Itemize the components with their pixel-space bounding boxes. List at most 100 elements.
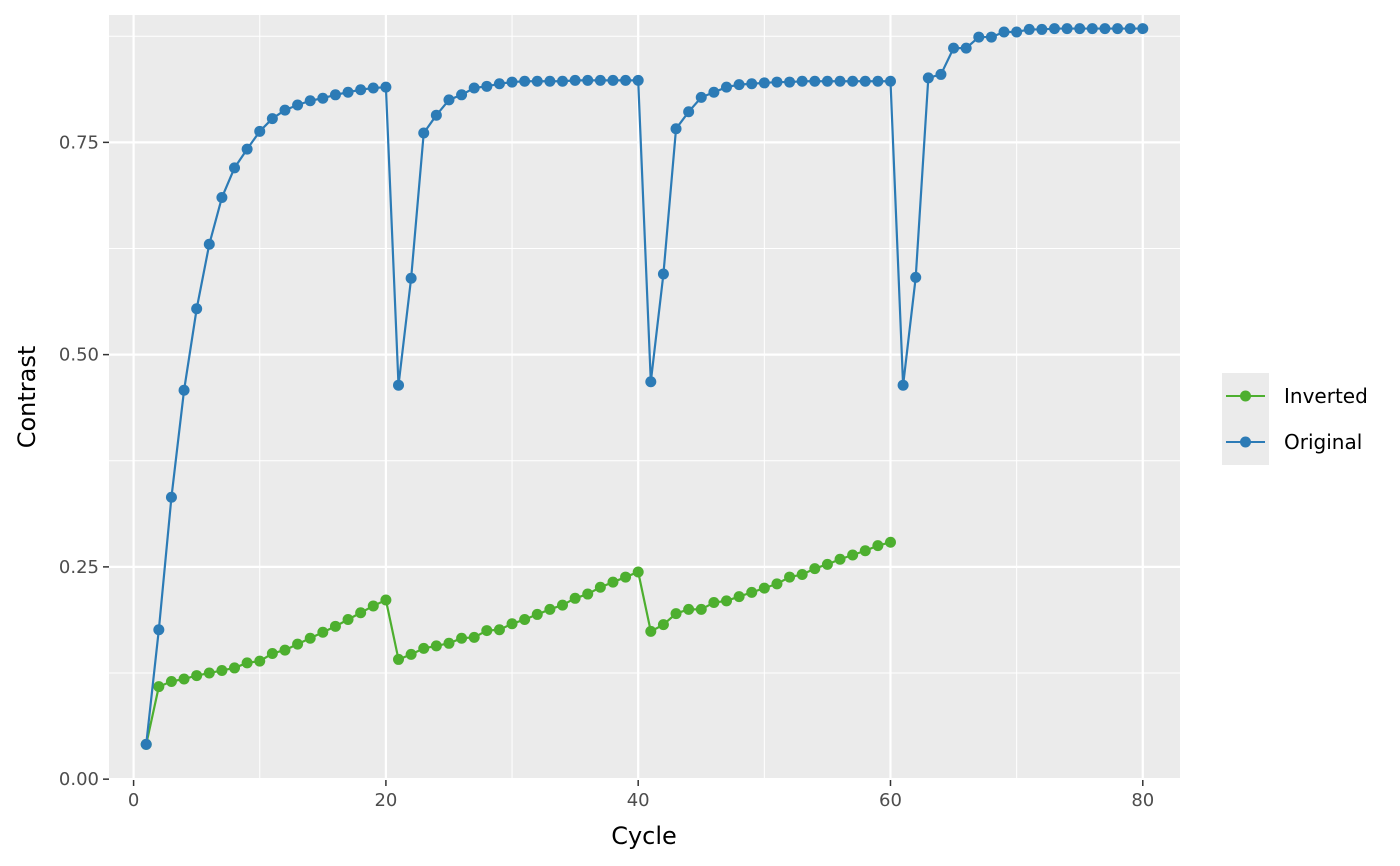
data-point-inverted [165, 676, 177, 688]
plot-panel [109, 15, 1180, 780]
data-point-original [771, 76, 783, 88]
data-point-inverted [178, 673, 190, 685]
data-point-original [809, 75, 821, 87]
x-axis-title: Cycle [611, 822, 677, 850]
data-point-inverted [569, 592, 581, 604]
data-point-original [645, 376, 657, 388]
data-point-original [203, 238, 215, 250]
data-point-original [430, 109, 442, 121]
data-point-original [279, 104, 291, 116]
data-point-inverted [355, 607, 367, 619]
data-point-inverted [393, 653, 405, 665]
data-point-original [481, 80, 493, 92]
y-tick-label: 0.00 [59, 769, 99, 790]
x-tick-label: 80 [1131, 790, 1154, 811]
data-point-inverted [695, 603, 707, 615]
data-point-original [393, 379, 405, 391]
data-point-original [1023, 23, 1035, 35]
data-point-original [254, 125, 266, 137]
data-point-inverted [292, 638, 304, 650]
data-point-original [935, 68, 947, 80]
data-point-inverted [746, 586, 758, 598]
data-point-inverted [708, 597, 720, 609]
data-point-original [1074, 23, 1086, 35]
data-point-inverted [229, 662, 241, 674]
data-point-original [973, 31, 985, 43]
legend-label-original: Original [1284, 430, 1362, 454]
data-point-inverted [481, 625, 493, 637]
legend: Inverted Original [1222, 373, 1368, 465]
data-point-inverted [367, 600, 379, 612]
data-point-original [191, 303, 203, 315]
data-point-inverted [821, 558, 833, 570]
data-point-original [418, 127, 430, 139]
data-point-original [632, 74, 644, 86]
data-point-inverted [582, 588, 594, 600]
data-point-inverted [241, 657, 253, 669]
data-point-inverted [809, 563, 821, 575]
data-point-original [708, 86, 720, 98]
data-point-original [1086, 23, 1098, 35]
data-point-original [405, 272, 417, 284]
data-point-inverted [657, 619, 669, 631]
data-point-original [1099, 23, 1111, 35]
data-point-inverted [519, 614, 531, 626]
data-point-original [1011, 26, 1023, 38]
data-point-original [872, 75, 884, 87]
data-point-inverted [683, 603, 695, 615]
data-point-inverted [329, 620, 341, 632]
legend-key-point-inverted [1240, 390, 1251, 402]
data-point-inverted [771, 578, 783, 590]
data-point-original [519, 75, 531, 87]
data-point-inverted [254, 655, 266, 667]
data-point-inverted [645, 625, 657, 637]
data-point-original [153, 624, 165, 636]
data-point-original [582, 74, 594, 86]
data-point-inverted [733, 591, 745, 603]
data-point-original [493, 78, 505, 90]
data-point-original [380, 81, 392, 93]
y-tick-label: 0.50 [59, 345, 99, 366]
y-tick-label: 0.75 [59, 132, 99, 153]
data-point-original [859, 75, 871, 87]
data-point-original [796, 75, 808, 87]
y-tick-label: 0.25 [59, 557, 99, 578]
data-point-inverted [191, 670, 203, 682]
data-point-inverted [279, 644, 291, 656]
data-point-inverted [720, 595, 732, 607]
data-point-original [531, 75, 543, 87]
x-tick-label: 40 [627, 790, 650, 811]
data-point-inverted [872, 540, 884, 552]
data-point-original [784, 76, 796, 88]
axis-ticks [103, 141, 1144, 786]
x-tick-labels: 0 20 40 60 80 [128, 790, 1154, 811]
legend-label-inverted: Inverted [1284, 384, 1368, 408]
data-point-original [922, 72, 934, 84]
data-point-inverted [443, 637, 455, 649]
data-point-inverted [342, 614, 354, 626]
data-point-original [1048, 23, 1060, 35]
data-point-inverted [216, 664, 228, 676]
data-point-inverted [847, 549, 859, 561]
data-point-original [342, 86, 354, 98]
data-point-inverted [834, 553, 846, 565]
y-axis-title: Contrast [13, 346, 41, 449]
data-point-original [443, 94, 455, 106]
data-point-inverted [418, 642, 430, 654]
data-point-original [897, 379, 909, 391]
data-point-original [304, 95, 316, 107]
data-point-inverted [784, 571, 796, 583]
data-point-original [670, 123, 682, 135]
data-point-original [229, 162, 241, 174]
legend-key-point-original [1240, 436, 1251, 448]
data-point-original [317, 92, 329, 104]
data-point-original [998, 26, 1010, 38]
x-tick-label: 0 [128, 790, 139, 811]
data-point-inverted [468, 631, 480, 643]
data-point-original [292, 99, 304, 111]
data-point-original [544, 75, 556, 87]
data-point-inverted [796, 569, 808, 581]
data-point-inverted [304, 632, 316, 644]
major-gridlines [109, 15, 1180, 781]
